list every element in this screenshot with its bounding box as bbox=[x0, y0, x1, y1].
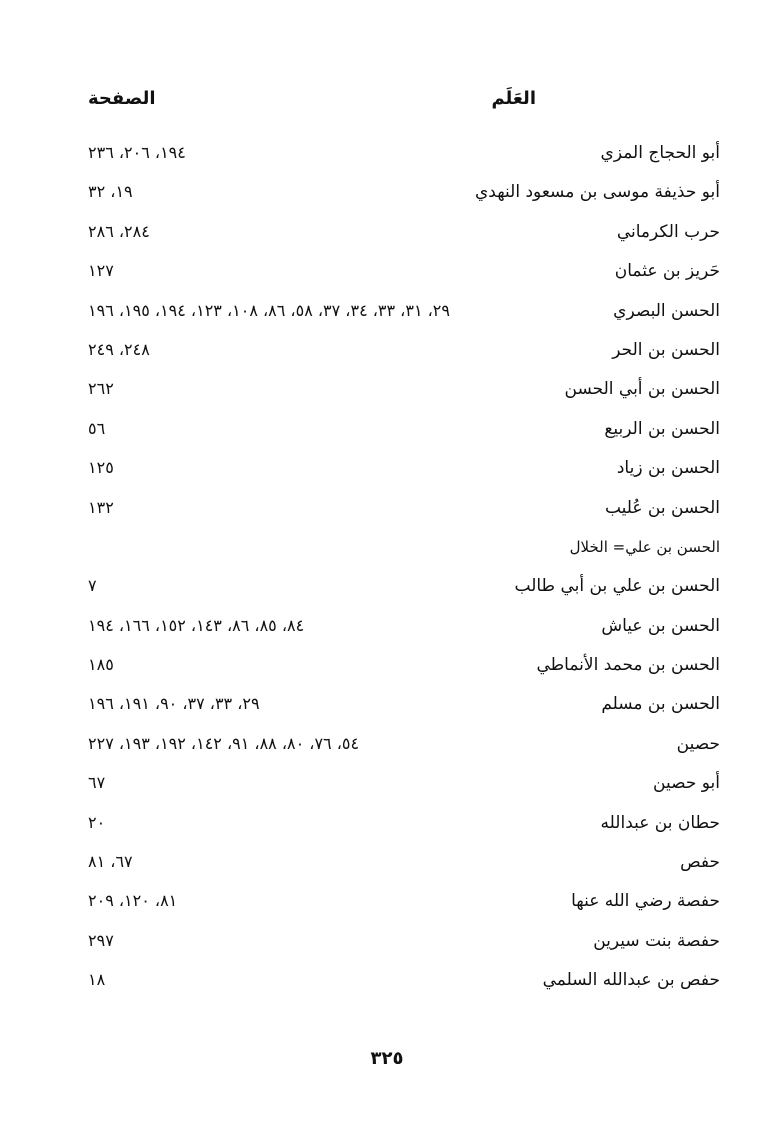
entry-pages: ٦٧ bbox=[88, 773, 106, 793]
entry-pages: ٢٤٨، ٢٤٩ bbox=[88, 339, 150, 359]
index-entry: الحسن بن عُليب ١٣٢ bbox=[0, 493, 774, 532]
index-entry: أبو حصين ٦٧ bbox=[0, 768, 774, 807]
entry-pages: ٢٠ bbox=[88, 812, 106, 832]
entry-name: الحسن بن علي= الخلال bbox=[569, 537, 720, 556]
index-entry: الحسن بن مسلم ٢٩، ٣٣، ٣٧، ٩٠، ١٩١، ١٩٦ bbox=[0, 689, 774, 728]
index-entry: حفصة بنت سيرين ٢٩٧ bbox=[0, 926, 774, 965]
entry-name: حفصة رضي الله عنها bbox=[571, 891, 720, 912]
entry-pages: ١٢٧ bbox=[88, 261, 114, 281]
entry-name: أبو حذيفة موسى بن مسعود النهدي bbox=[474, 182, 720, 203]
entry-name: حفص bbox=[680, 852, 720, 873]
entry-name: أبو الحجاج المزي bbox=[600, 143, 720, 163]
entry-name: حطان بن عبدالله bbox=[600, 812, 720, 833]
entry-pages: ٨٤، ٨٥، ٨٦، ١٤٣، ١٥٢، ١٦٦، ١٩٤ bbox=[88, 615, 305, 635]
entry-pages: ١٩، ٣٢ bbox=[88, 182, 133, 202]
entry-name: حرب الكرماني bbox=[616, 221, 720, 242]
entry-pages: ١٨ bbox=[88, 970, 106, 990]
entry-name: حصين bbox=[676, 733, 720, 754]
entry-name: الحسن بن أبي الحسن bbox=[564, 379, 720, 400]
entry-pages: ١٢٥ bbox=[88, 458, 114, 478]
entry-name: الحسن بن عُليب bbox=[604, 497, 720, 518]
entry-name: حفص بن عبدالله السلمي bbox=[542, 970, 720, 991]
index-entry: حفص ٦٧، ٨١ bbox=[0, 847, 774, 886]
entry-pages: ٢٩، ٣٣، ٣٧، ٩٠، ١٩١، ١٩٦ bbox=[88, 694, 260, 714]
entry-pages: ١٨٥ bbox=[88, 655, 114, 675]
entry-pages: ٢٦٢ bbox=[88, 379, 114, 399]
index-entry: الحسن بن محمد الأنماطي ١٨٥ bbox=[0, 650, 774, 689]
entry-name: الحسن بن زياد bbox=[616, 458, 720, 479]
index-entry: أبو الحجاج المزي ١٩٤، ٢٠٦، ٢٣٦ bbox=[0, 138, 774, 177]
entry-pages: ٧ bbox=[88, 576, 97, 596]
entry-pages: ٥٤، ٧٦، ٨٠، ٨٨، ٩١، ١٤٢، ١٩٢، ١٩٣، ٢٢٧ bbox=[88, 733, 360, 753]
entry-name: حَريز بن عثمان bbox=[614, 261, 720, 282]
entry-name: الحسن بن الحر bbox=[612, 339, 720, 360]
entry-pages: ٥٦ bbox=[88, 418, 106, 438]
index-entry: حصين ٥٤، ٧٦، ٨٠، ٨٨، ٩١، ١٤٢، ١٩٢، ١٩٣، ٢… bbox=[0, 729, 774, 768]
index-entry: الحسن بن الحر ٢٤٨، ٢٤٩ bbox=[0, 335, 774, 374]
page-number: ٣٢٥ bbox=[370, 1048, 404, 1069]
index-entry: الحسن بن الربيع ٥٦ bbox=[0, 414, 774, 453]
index-entry: حَريز بن عثمان ١٢٧ bbox=[0, 256, 774, 295]
entry-pages: ٨١، ١٢٠، ٢٠٩ bbox=[88, 891, 178, 911]
entry-name: حفصة بنت سيرين bbox=[593, 930, 720, 951]
entry-pages: ٦٧، ٨١ bbox=[88, 852, 133, 872]
entry-name: الحسن بن مسلم bbox=[601, 694, 720, 715]
entry-pages: ٢٨٤، ٢٨٦ bbox=[88, 221, 150, 241]
index-entry: حفص بن عبدالله السلمي ١٨ bbox=[0, 965, 774, 1004]
entry-name: الحسن بن محمد الأنماطي bbox=[536, 655, 720, 676]
entry-name: الحسن بن علي بن أبي طالب bbox=[514, 576, 721, 597]
index-entry: الحسن البصري ٢٩، ٣١، ٣٣، ٣٤، ٣٧، ٥٨، ٨٦، … bbox=[0, 296, 774, 335]
entry-pages: ٢٩، ٣١، ٣٣، ٣٤، ٣٧، ٥٨، ٨٦، ١٠٨، ١٢٣، ١٩… bbox=[88, 300, 450, 320]
entry-name: أبو حصين bbox=[653, 773, 720, 794]
column-header-page: الصفحة bbox=[88, 88, 156, 109]
index-entry: الحسن بن علي= الخلال bbox=[0, 532, 774, 571]
entry-name: الحسن البصري bbox=[613, 300, 720, 321]
index-entry: الحسن بن عياش ٨٤، ٨٥، ٨٦، ١٤٣، ١٥٢، ١٦٦، … bbox=[0, 611, 774, 650]
index-entry: أبو حذيفة موسى بن مسعود النهدي ١٩، ٣٢ bbox=[0, 177, 774, 216]
entry-name: الحسن بن الربيع bbox=[604, 418, 720, 439]
entry-pages: ١٣٢ bbox=[88, 497, 114, 517]
index-entry: الحسن بن أبي الحسن ٢٦٢ bbox=[0, 374, 774, 413]
index-entry: حفصة رضي الله عنها ٨١، ١٢٠، ٢٠٩ bbox=[0, 886, 774, 925]
entry-pages: ١٩٤، ٢٠٦، ٢٣٦ bbox=[88, 143, 186, 162]
index-entry: حطان بن عبدالله ٢٠ bbox=[0, 808, 774, 847]
entry-name: الحسن بن عياش bbox=[601, 615, 720, 636]
column-header-name: العَلَم bbox=[491, 88, 536, 109]
index-entry: الحسن بن زياد ١٢٥ bbox=[0, 453, 774, 492]
entry-pages: ٢٩٧ bbox=[88, 930, 114, 950]
index-entry: حرب الكرماني ٢٨٤، ٢٨٦ bbox=[0, 217, 774, 256]
index-list: أبو الحجاج المزي ١٩٤، ٢٠٦، ٢٣٦ أبو حذيفة م… bbox=[0, 138, 774, 1005]
index-entry: الحسن بن علي بن أبي طالب ٧ bbox=[0, 571, 774, 610]
